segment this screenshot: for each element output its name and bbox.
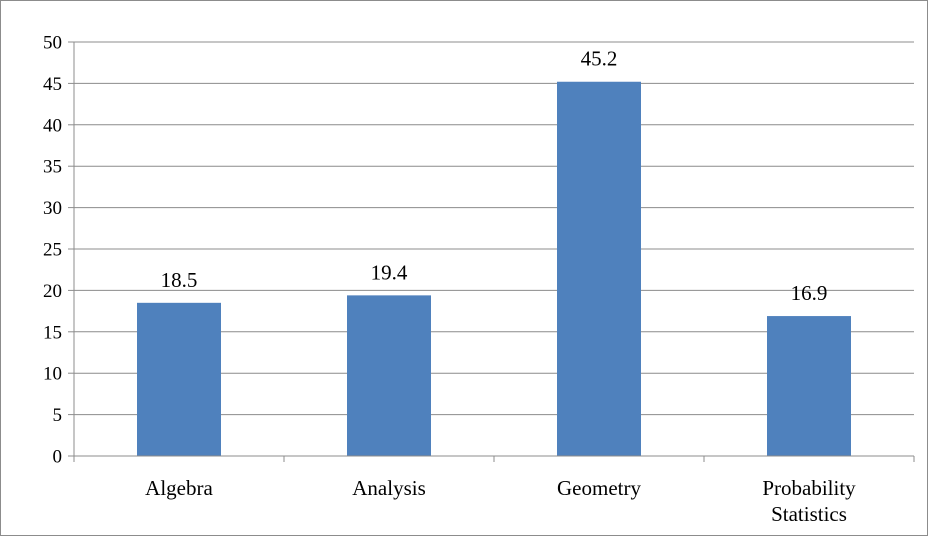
y-tick-label-10: 10 xyxy=(43,364,62,385)
data-label-0: 18.5 xyxy=(161,268,198,292)
bar-3 xyxy=(767,316,851,456)
y-tick-label-35: 35 xyxy=(43,157,62,178)
y-tick-label-40: 40 xyxy=(43,115,62,136)
y-tick-label-5: 5 xyxy=(53,405,63,426)
y-tick-label-25: 25 xyxy=(43,240,62,261)
category-label-1-line-0: Analysis xyxy=(352,476,426,500)
category-label-3-line-1: Statistics xyxy=(771,502,847,526)
category-label-2-line-0: Geometry xyxy=(557,476,641,500)
category-label-3-line-0: Probability xyxy=(762,476,856,500)
x-axis-category-labels: Algebra Analysis Geometry Probability Statis… xyxy=(145,476,856,526)
data-label-1: 19.4 xyxy=(371,260,408,284)
category-label-0-line-0: Algebra xyxy=(145,476,213,500)
data-label-2: 45.2 xyxy=(581,47,618,71)
y-tick-label-20: 20 xyxy=(43,281,62,302)
data-labels: 18.5 19.4 45.2 16.9 xyxy=(161,47,828,305)
y-tick-label-30: 30 xyxy=(43,198,62,219)
category-label-2: Geometry xyxy=(557,476,641,500)
bar-2 xyxy=(557,81,641,456)
y-tick-label-15: 15 xyxy=(43,322,62,343)
y-tick-label-45: 45 xyxy=(43,74,62,95)
category-label-1: Analysis xyxy=(352,476,426,500)
axes xyxy=(68,41,915,462)
category-label-0: Algebra xyxy=(145,476,213,500)
y-tick-label-0: 0 xyxy=(53,447,63,468)
y-tick-label-50: 50 xyxy=(43,33,62,54)
data-label-3: 16.9 xyxy=(791,281,828,305)
y-axis-tick-labels: 0 5 10 15 20 25 30 35 40 45 50 xyxy=(43,33,62,468)
category-label-3: Probability Statistics xyxy=(762,476,856,526)
bar-0 xyxy=(137,302,221,456)
bars xyxy=(137,81,851,456)
bar-1 xyxy=(347,295,431,456)
